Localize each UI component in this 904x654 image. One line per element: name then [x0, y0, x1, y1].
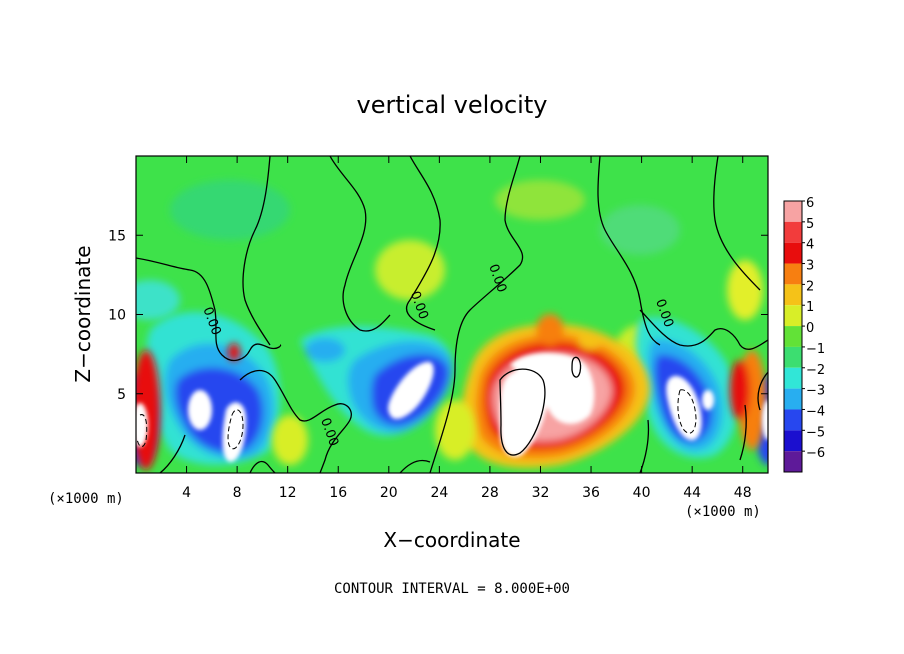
- x-tick-label: 32: [532, 485, 550, 501]
- y-tick-label: 15: [108, 228, 126, 244]
- contour-line: [136, 414, 148, 447]
- x-unit-right: (×1000 m): [685, 504, 761, 520]
- updraft-core-white: [499, 367, 550, 457]
- downdraft-core-center: [388, 361, 434, 420]
- x-tick-label: 36: [582, 485, 600, 501]
- x-tick-label: 28: [481, 485, 499, 501]
- x-axis-ticks: 4 8 12 16 20 24 28 32 36 40 44 48: [182, 156, 752, 501]
- colorbar-label: −4: [806, 404, 825, 419]
- updraft-weak-between: [272, 415, 308, 465]
- updraft-edge-right-core: [730, 360, 750, 420]
- colorbar: 6 5 4 3 2 1 0 −1 −2 −3 −4 −5 −6: [783, 196, 825, 473]
- colorbar-label: 3: [806, 259, 814, 274]
- colorbar-label: 2: [806, 279, 814, 294]
- downdraft-core-left: [188, 390, 212, 430]
- contour-line: [406, 156, 441, 331]
- weak-updraft-top: [375, 240, 445, 300]
- contour-line: [329, 156, 391, 332]
- colorbar-swatch: [784, 451, 802, 472]
- x-tick-label: 4: [182, 485, 191, 501]
- colorbar-swatch: [784, 409, 802, 431]
- contour-line: [227, 409, 244, 450]
- y-axis-label: Z−coordinate: [71, 245, 95, 382]
- x-tick-label: 48: [734, 485, 752, 501]
- colorbar-label: −5: [806, 425, 825, 440]
- weak-downdraft-top-left: [170, 180, 290, 240]
- colorbar-label: −6: [806, 446, 825, 461]
- negative-contours: [136, 389, 697, 450]
- colorbar-swatch: [784, 305, 802, 327]
- contour-line: [249, 460, 276, 473]
- x-tick-label: 8: [233, 485, 242, 501]
- colorbar-label: −3: [806, 384, 825, 399]
- updraft-small-spot: [228, 343, 240, 361]
- colorbar-swatch: [784, 201, 802, 222]
- downdraft-core-edge-right: [762, 400, 768, 440]
- contour-line: [713, 156, 761, 291]
- contour-line: [597, 156, 661, 346]
- colorbar-label: 0: [806, 321, 814, 336]
- x-tick-label: 40: [633, 485, 651, 501]
- updraft-plume-top-right: [578, 330, 602, 350]
- colorbar-swatch: [784, 367, 802, 389]
- contour-line: [136, 257, 282, 362]
- downdraft-core-right: [666, 375, 702, 441]
- x-tick-label: 20: [380, 485, 398, 501]
- downdraft-halo-left: [136, 280, 180, 320]
- y-tick-label: 10: [108, 308, 126, 324]
- weak-updraft-top-mid: [495, 180, 585, 220]
- colorbar-swatch: [784, 284, 802, 306]
- weak-downdraft-top: [600, 205, 680, 255]
- downdraft-center-blob: [305, 338, 345, 362]
- colorbar-label: −2: [806, 363, 825, 378]
- x-axis-label: X−coordinate: [383, 528, 520, 552]
- colorbar-swatch: [784, 242, 802, 264]
- contour-line: [571, 356, 582, 378]
- colorbar-swatch: [784, 263, 802, 285]
- contour-line: [239, 369, 352, 473]
- weak-updraft-right: [727, 260, 763, 320]
- colorbar-swatch: [784, 346, 802, 368]
- colorbar-label: 5: [806, 217, 814, 232]
- contour-line: [429, 156, 523, 473]
- colorbar-label: 4: [806, 238, 814, 253]
- colorbar-label: −1: [806, 342, 825, 357]
- downdraft-core-edge-left: [136, 403, 148, 447]
- contour-line: [639, 309, 768, 350]
- contour-line: [242, 156, 271, 346]
- updraft-weak-center: [435, 400, 475, 460]
- contour-line: [159, 434, 186, 473]
- y-tick-label: 5: [117, 387, 126, 403]
- contour-line: [739, 404, 747, 461]
- x-tick-label: 16: [329, 485, 347, 501]
- y-axis-ticks: 5 10 15: [108, 228, 768, 403]
- x-tick-label: 24: [430, 485, 448, 501]
- chart-title: vertical velocity: [357, 91, 548, 119]
- x-unit-left: (×1000 m): [48, 491, 124, 507]
- colorbar-swatch: [784, 326, 802, 347]
- updraft-plume-top: [536, 314, 564, 346]
- colorbar-swatch: [784, 430, 802, 452]
- colorbar-swatch: [784, 221, 802, 243]
- downdraft-core-left-2: [222, 402, 247, 462]
- downdraft-core-right-2: [702, 390, 714, 410]
- colorbar-swatch: [784, 388, 802, 410]
- colorbar-label: 6: [806, 196, 814, 211]
- contour-line: [499, 368, 546, 456]
- contour-interval-note: CONTOUR INTERVAL = 8.000E+00: [334, 581, 570, 597]
- x-tick-label: 12: [279, 485, 297, 501]
- x-tick-label: 44: [683, 485, 701, 501]
- colorbar-frame: [783, 200, 803, 473]
- contour-line: [399, 459, 431, 473]
- velocity-field: [136, 156, 768, 473]
- colorbar-label: 1: [806, 300, 814, 315]
- contour-line: [677, 389, 697, 434]
